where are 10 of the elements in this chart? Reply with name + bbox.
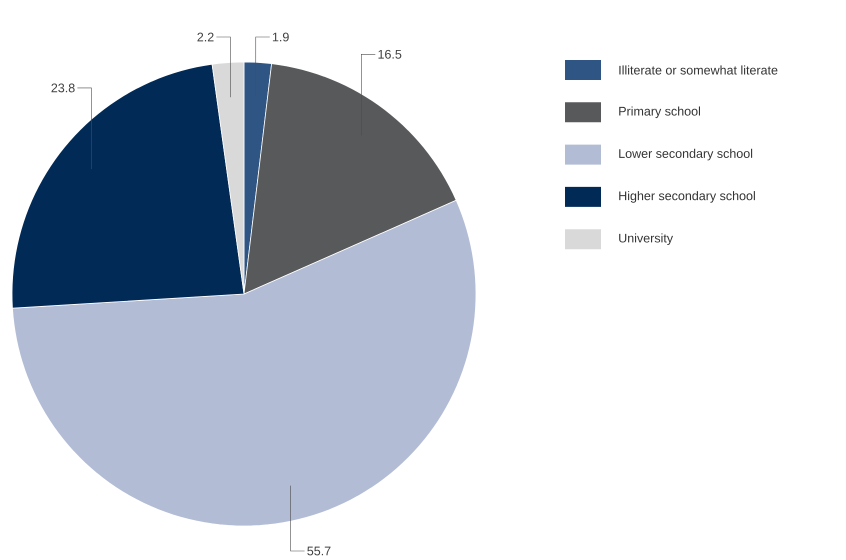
data-label: 16.5: [378, 50, 402, 59]
legend-label: Primary school: [619, 106, 700, 118]
legend-label: Illiterate or somewhat literate: [619, 65, 778, 75]
legend-label: Lower secondary school: [619, 148, 752, 160]
data-label: 2.2: [197, 32, 214, 42]
data-label: 55.7: [307, 546, 330, 556]
legend-label: Higher secondary school: [619, 191, 755, 203]
legend-label: University: [619, 233, 674, 246]
data-label: 23.8: [51, 84, 75, 92]
data-label: 1.9: [272, 32, 289, 42]
